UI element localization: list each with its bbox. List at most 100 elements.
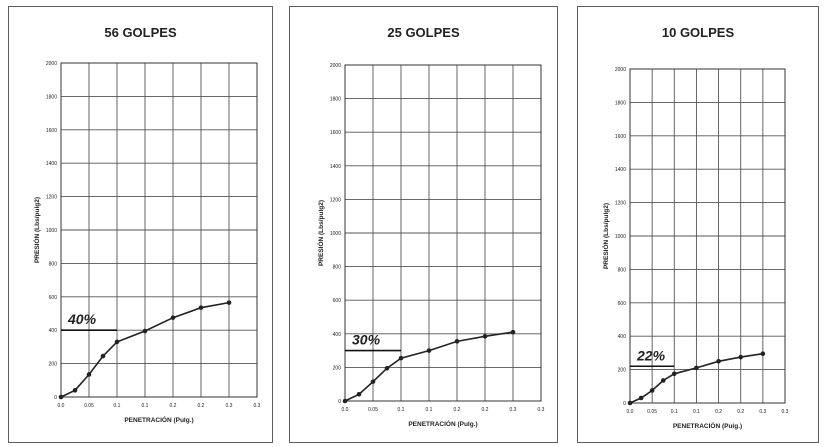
- chart-svg: 0 200 400 600 800 1000 1200 1400 1600 1800 2000 0.0…: [601, 67, 789, 430]
- x-tick-label: 0.1: [114, 403, 121, 409]
- data-point: [398, 355, 404, 361]
- y-tick-label: 1400: [615, 167, 626, 173]
- data-point: [142, 328, 148, 334]
- y-tick-label: 0: [338, 399, 341, 405]
- y-tick-label: 1600: [330, 130, 341, 136]
- y-tick-label: 1800: [615, 100, 626, 106]
- data-point: [454, 339, 460, 344]
- x-axis-label: PENETRACIÓN (Pulg.): [673, 421, 742, 430]
- data-point: [198, 305, 204, 310]
- plot-area-border: [344, 64, 542, 402]
- data-point: [226, 300, 232, 305]
- x-tick-label: 0.3: [254, 403, 261, 409]
- y-tick-label: 1800: [46, 94, 57, 100]
- percentage-annotation: 30%: [352, 332, 381, 348]
- y-tick-label: 200: [618, 368, 627, 374]
- y-tick-label: 1600: [615, 134, 626, 140]
- x-tick-label: 0.0: [342, 407, 349, 413]
- y-tick-label: 1000: [46, 228, 57, 234]
- y-tick-label: 0: [623, 401, 626, 407]
- x-tick-label: 0.2: [198, 403, 205, 409]
- y-tick-label: 800: [618, 267, 627, 273]
- data-point: [638, 395, 644, 401]
- plot-area-border: [60, 62, 258, 398]
- plot-area-border: [629, 68, 786, 404]
- x-tick-label: 0.3: [510, 407, 517, 413]
- chart-title: 25 GOLPES: [387, 25, 460, 40]
- data-point: [660, 378, 666, 383]
- data-point: [384, 365, 390, 371]
- y-tick-label: 600: [49, 295, 58, 301]
- y-tick-label: 1200: [615, 201, 626, 207]
- y-tick-label: 800: [49, 261, 58, 267]
- data-point: [356, 391, 362, 397]
- data-point: [426, 348, 432, 353]
- data-point: [671, 371, 677, 377]
- chart-title: 56 GOLPES: [104, 25, 177, 40]
- y-tick-label: 200: [333, 365, 342, 371]
- y-axis-label: PRESIÓN (Lbs/pulg2): [32, 197, 41, 263]
- y-axis-label: PRESIÓN (Lbs/pulg2): [316, 200, 325, 266]
- y-tick-label: 1400: [46, 161, 57, 167]
- y-tick-label: 200: [49, 362, 58, 368]
- y-tick-label: 2000: [615, 67, 626, 73]
- data-point: [627, 400, 633, 406]
- percentage-annotation: 22%: [636, 347, 666, 363]
- chart-svg: 0 200 400 600 800 1000 1200 1400 1600 1800 2000 0.0…: [32, 61, 261, 424]
- y-tick-label: 1200: [46, 195, 57, 201]
- x-axis-label: PENETRACIÓN (Pulg.): [408, 419, 477, 428]
- chart-panel-56: 56 GOLPES 0 200 400 600 800 1000 1200 1400 1600 1…: [8, 6, 273, 443]
- y-axis-label: PRESIÓN (Lbs/pulg2): [601, 203, 610, 269]
- y-tick-label: 1600: [46, 128, 57, 134]
- data-point: [738, 354, 744, 360]
- chart-panel-10: 10 GOLPES 0 200 400 600 800 1000 1200 1400 1600 1…: [577, 6, 819, 443]
- x-tick-label: 0.05: [368, 407, 378, 413]
- x-tick-label: 0.1: [398, 407, 405, 413]
- y-tick-label: 1800: [330, 97, 341, 103]
- y-tick-label: 1000: [330, 231, 341, 237]
- chart-svg: 0 200 400 600 800 1000 1200 1400 1600 1800 2000 0.0…: [316, 63, 545, 428]
- data-point: [114, 339, 120, 345]
- data-point: [342, 398, 348, 404]
- x-tick-label: 0.2: [715, 409, 722, 415]
- x-tick-label: 0.3: [538, 407, 545, 413]
- y-tick-label: 400: [618, 334, 627, 340]
- y-tick-label: 2000: [330, 63, 341, 69]
- x-tick-label: 0.2: [737, 409, 744, 415]
- y-tick-label: 600: [333, 298, 342, 304]
- x-tick-label: 0.2: [454, 407, 461, 413]
- chart-panel-25: 25 GOLPES 0 200 400 600 800 1000 1200 1400 1600 1…: [289, 6, 558, 443]
- data-point: [58, 394, 64, 400]
- x-tick-label: 0.1: [426, 407, 433, 413]
- x-tick-label: 0.2: [170, 403, 177, 409]
- x-axis-label: PENETRACIÓN (Pulg.): [124, 415, 193, 424]
- y-tick-label: 2000: [46, 61, 57, 67]
- data-point: [649, 388, 655, 393]
- y-tick-label: 600: [618, 301, 627, 307]
- percentage-annotation: 40%: [67, 311, 97, 327]
- x-tick-label: 0.0: [627, 409, 634, 415]
- data-point: [716, 358, 721, 364]
- data-point: [370, 379, 376, 384]
- data-point: [72, 388, 78, 393]
- y-tick-label: 1200: [330, 197, 341, 203]
- x-tick-label: 0.05: [647, 409, 657, 415]
- chart-title: 10 GOLPES: [661, 25, 735, 40]
- data-point: [482, 334, 488, 339]
- data-point: [760, 351, 766, 357]
- data-point: [86, 372, 92, 377]
- x-tick-label: 0.1: [142, 403, 149, 409]
- data-point: [694, 365, 699, 371]
- y-tick-label: 400: [49, 328, 58, 334]
- x-tick-label: 0.3: [759, 409, 766, 415]
- y-tick-label: 400: [333, 332, 342, 338]
- x-tick-label: 0.05: [84, 403, 94, 409]
- x-tick-label: 0.3: [782, 409, 789, 415]
- y-tick-label: 1400: [330, 164, 341, 170]
- x-tick-label: 0.3: [226, 403, 233, 409]
- x-tick-label: 0.0: [58, 403, 65, 409]
- data-point: [100, 353, 106, 359]
- x-tick-label: 0.1: [671, 409, 678, 415]
- y-tick-label: 0: [54, 395, 57, 401]
